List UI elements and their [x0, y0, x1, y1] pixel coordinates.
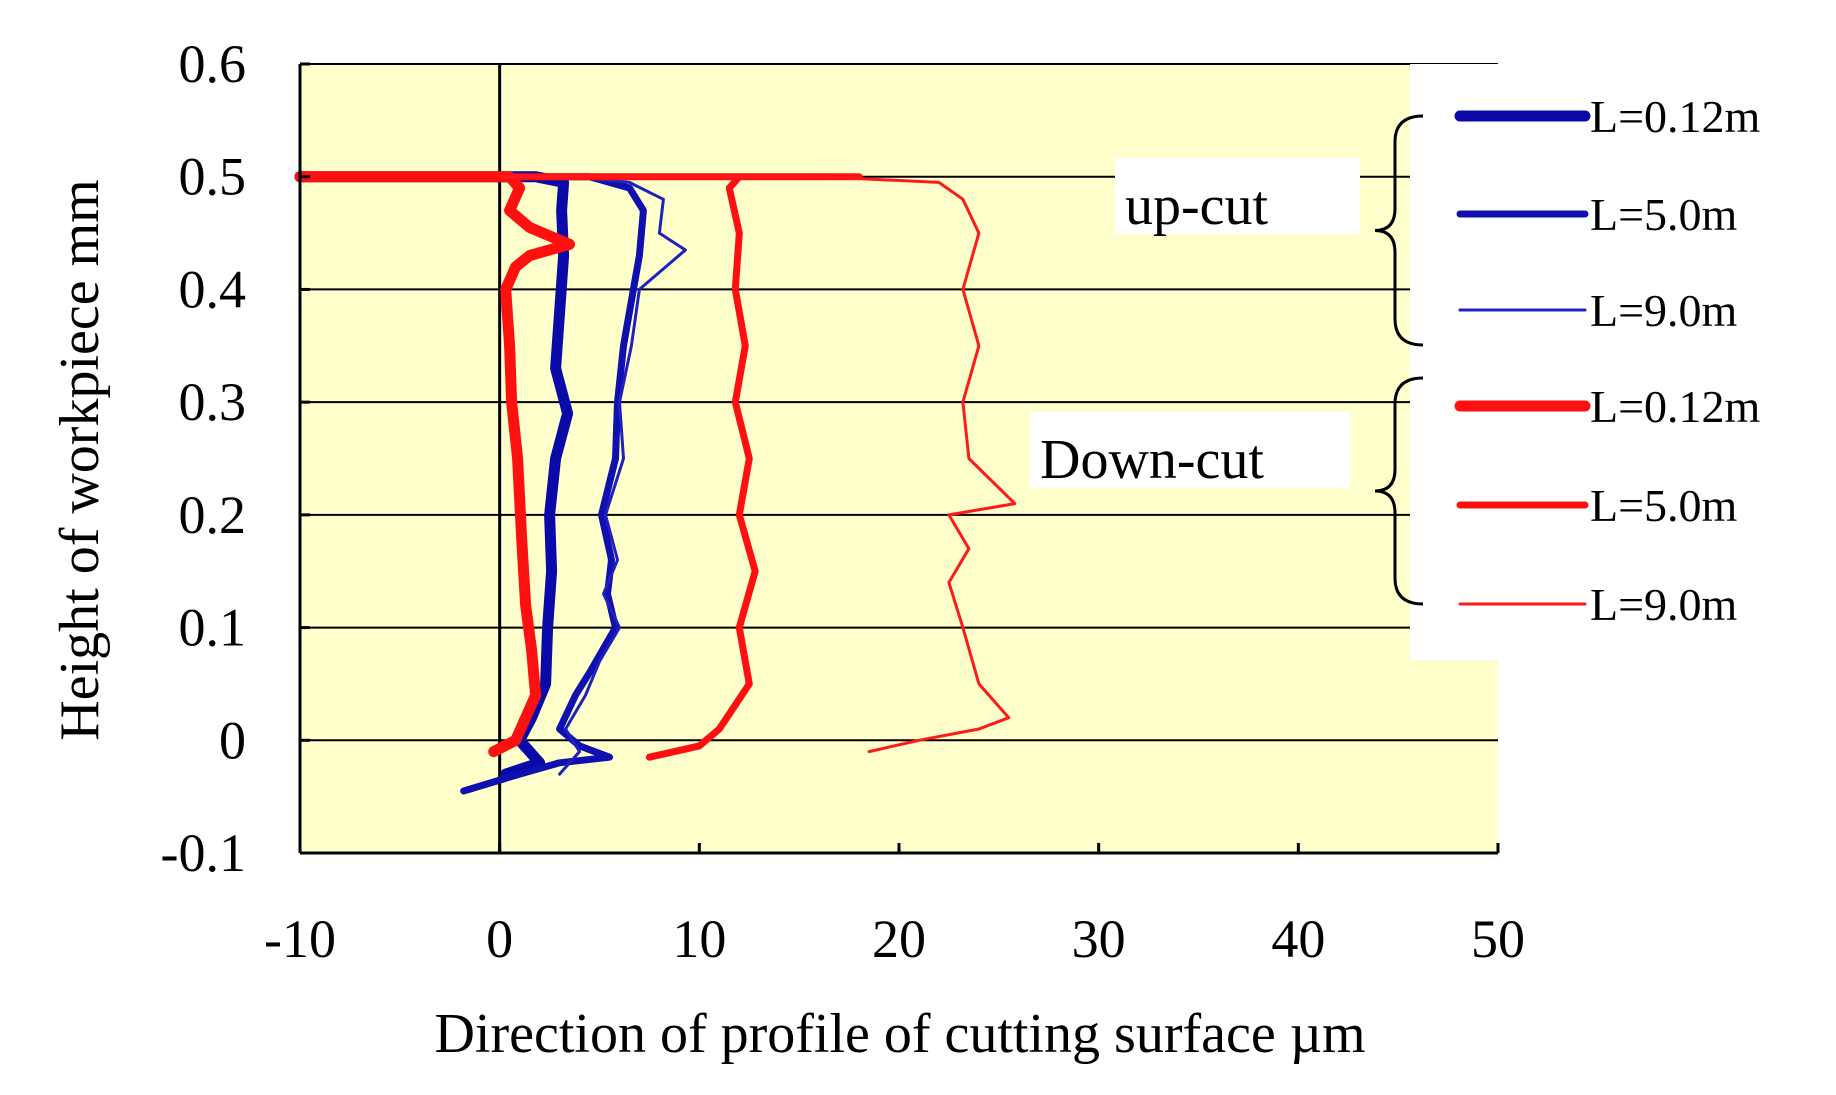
x-axis-title: Direction of profile of cutting surface …: [434, 1003, 1365, 1065]
x-tick-label: 30: [1072, 909, 1126, 969]
series-line-up-cut-1: [460, 173, 647, 795]
series-line-down-cut-0: [294, 171, 575, 758]
y-tick-label: 0.5: [179, 147, 247, 207]
legend-label: L=9.0m: [1590, 579, 1738, 630]
y-tick-label: 0.3: [179, 372, 247, 432]
series-line-up-cut-2: [498, 175, 687, 776]
group-brace: [1374, 376, 1424, 606]
x-tick-label: 20: [872, 909, 926, 969]
y-tick-label: 0: [219, 710, 246, 770]
y-axis-title: Height of workpiece mm: [49, 179, 111, 740]
x-tick-label: 40: [1271, 909, 1325, 969]
legend-label: L=9.0m: [1590, 285, 1738, 336]
group-label-down-cut: Down-cut: [1040, 429, 1264, 491]
y-tick-label: 0.2: [179, 485, 247, 545]
y-tick-label: 0.4: [179, 259, 247, 319]
x-tick-label: -10: [264, 909, 336, 969]
series-line-down-cut-2: [498, 175, 1017, 754]
legend-box: [1410, 64, 1836, 660]
y-tick-label: 0.1: [179, 598, 247, 658]
x-tick-label: 10: [672, 909, 726, 969]
x-tick-label: 50: [1471, 909, 1525, 969]
group-label-up-cut: up-cut: [1125, 175, 1269, 237]
legend-label: L=0.12m: [1590, 381, 1761, 432]
group-brace: [1374, 114, 1424, 347]
legend-label: L=0.12m: [1590, 91, 1761, 142]
group-label-bg: [1115, 158, 1360, 234]
y-tick-label: 0.6: [179, 34, 247, 94]
y-tick-label: -0.1: [161, 823, 246, 883]
group-label-bg: [1030, 412, 1350, 488]
legend-label: L=5.0m: [1590, 189, 1738, 240]
x-tick-label: 0: [486, 909, 513, 969]
legend-label: L=5.0m: [1590, 480, 1738, 531]
